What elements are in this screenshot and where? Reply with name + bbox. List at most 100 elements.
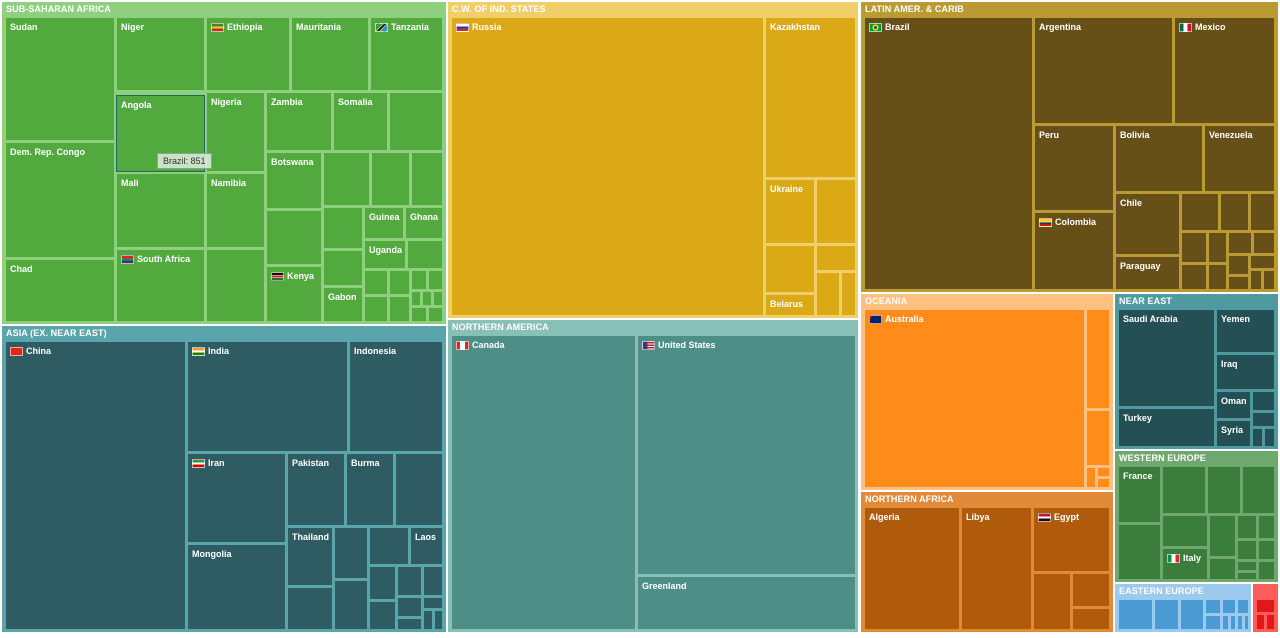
country-small[interactable] — [1242, 466, 1275, 514]
country-small[interactable] — [1181, 193, 1219, 231]
country-small[interactable] — [1118, 524, 1161, 580]
country-tanzania[interactable]: Tanzania — [370, 17, 443, 91]
country-small[interactable] — [1237, 515, 1257, 539]
country-ukraine[interactable]: Ukraine — [765, 179, 815, 244]
country-bolivia[interactable]: Bolivia — [1115, 125, 1203, 192]
country-italy[interactable]: Italy — [1162, 548, 1208, 580]
country-small[interactable] — [423, 566, 443, 596]
country-small[interactable] — [1237, 599, 1249, 614]
country-small[interactable] — [1162, 466, 1206, 514]
country-zambia[interactable]: Zambia — [266, 92, 332, 151]
country-mali[interactable]: Mali — [116, 173, 205, 248]
country-argentina[interactable]: Argentina — [1034, 17, 1173, 124]
country-small[interactable] — [1237, 572, 1257, 580]
country-gabon[interactable]: Gabon — [323, 287, 363, 322]
country-small[interactable] — [428, 270, 443, 290]
country-small[interactable] — [323, 207, 363, 249]
country-small[interactable] — [1208, 264, 1227, 290]
country-small[interactable] — [407, 240, 443, 269]
country-laos[interactable]: Laos — [410, 527, 443, 565]
country-namibia[interactable]: Namibia — [206, 173, 265, 248]
country-china[interactable]: China — [5, 341, 186, 630]
country-small[interactable] — [1237, 540, 1257, 560]
country-small[interactable] — [323, 250, 363, 286]
country-small[interactable] — [411, 291, 421, 306]
country-yemen[interactable]: Yemen — [1216, 309, 1275, 353]
country-small[interactable] — [389, 296, 410, 322]
country-small[interactable] — [422, 291, 432, 306]
country-small[interactable] — [1208, 232, 1227, 263]
country-small[interactable] — [1118, 599, 1153, 630]
country-small[interactable] — [1097, 467, 1110, 477]
country-russia[interactable]: Russia — [451, 17, 764, 316]
country-small[interactable] — [1263, 270, 1275, 290]
country-small[interactable] — [364, 270, 388, 295]
country-saudi-arabia[interactable]: Saudi Arabia — [1118, 309, 1215, 407]
country-small[interactable] — [1250, 255, 1275, 269]
country-small[interactable] — [1209, 558, 1236, 580]
country-small[interactable] — [369, 601, 396, 630]
country-small[interactable] — [1181, 264, 1207, 290]
country-small[interactable] — [1250, 270, 1262, 290]
country-iraq[interactable]: Iraq — [1216, 354, 1275, 390]
country-small[interactable] — [816, 245, 856, 271]
country-small[interactable] — [1258, 561, 1275, 580]
country-small[interactable] — [1222, 615, 1229, 630]
country-small[interactable] — [323, 152, 370, 206]
country-syria[interactable]: Syria — [1216, 420, 1251, 447]
country-small[interactable] — [411, 270, 427, 290]
country-small[interactable] — [1250, 193, 1275, 231]
country-colombia[interactable]: Colombia — [1034, 212, 1114, 290]
country-small[interactable] — [1253, 232, 1275, 254]
country-small[interactable] — [1264, 428, 1275, 447]
country-chile[interactable]: Chile — [1115, 193, 1180, 255]
country-small[interactable] — [1266, 614, 1275, 630]
country-small[interactable] — [1205, 615, 1221, 630]
country-small[interactable] — [1258, 515, 1275, 539]
country-small[interactable] — [423, 597, 443, 609]
country-somalia[interactable]: Somalia — [333, 92, 388, 151]
country-egypt[interactable]: Egypt — [1033, 507, 1110, 572]
country-small[interactable] — [397, 566, 422, 596]
country-dem-rep-congo[interactable]: Dem. Rep. Congo — [5, 142, 115, 258]
country-small[interactable] — [1086, 410, 1110, 466]
country-small[interactable] — [1207, 466, 1241, 514]
country-small[interactable] — [1237, 615, 1243, 630]
country-small[interactable] — [397, 618, 422, 630]
country-botswana[interactable]: Botswana — [266, 152, 322, 209]
country-small[interactable] — [1205, 599, 1221, 614]
country-small[interactable] — [1252, 428, 1263, 447]
country-small[interactable] — [433, 291, 443, 306]
country-small[interactable] — [841, 272, 856, 316]
country-small[interactable] — [428, 307, 443, 322]
country-small[interactable] — [1222, 599, 1236, 614]
country-small[interactable] — [266, 210, 322, 265]
country-venezuela[interactable]: Venezuela — [1204, 125, 1275, 192]
country-small[interactable] — [371, 152, 410, 206]
country-thailand[interactable]: Thailand — [287, 527, 333, 586]
country-india[interactable]: India — [187, 341, 348, 452]
country-small[interactable] — [1154, 599, 1179, 630]
country-small[interactable] — [423, 610, 433, 630]
country-sudan[interactable]: Sudan — [5, 17, 115, 141]
country-small[interactable] — [334, 580, 368, 630]
country-small[interactable] — [1258, 540, 1275, 560]
country-small[interactable] — [206, 249, 265, 322]
country-niger[interactable]: Niger — [116, 17, 205, 91]
country-kazakhstan[interactable]: Kazakhstan — [765, 17, 856, 178]
country-ghana[interactable]: Ghana — [405, 207, 443, 239]
country-small[interactable] — [389, 92, 443, 151]
country-small[interactable] — [1180, 599, 1204, 630]
country-small[interactable] — [816, 272, 840, 316]
country-small[interactable] — [765, 245, 815, 293]
country-indonesia[interactable]: Indonesia — [349, 341, 443, 452]
country-oman[interactable]: Oman — [1216, 391, 1251, 419]
country-small[interactable] — [389, 270, 410, 295]
country-guinea[interactable]: Guinea — [364, 207, 404, 239]
country-brazil[interactable]: Brazil — [864, 17, 1033, 290]
country-small[interactable] — [1086, 309, 1110, 409]
country-ethiopia[interactable]: Ethiopia — [206, 17, 290, 91]
country-peru[interactable]: Peru — [1034, 125, 1114, 211]
country-australia[interactable]: Australia — [864, 309, 1085, 488]
country-small[interactable] — [1086, 467, 1096, 488]
